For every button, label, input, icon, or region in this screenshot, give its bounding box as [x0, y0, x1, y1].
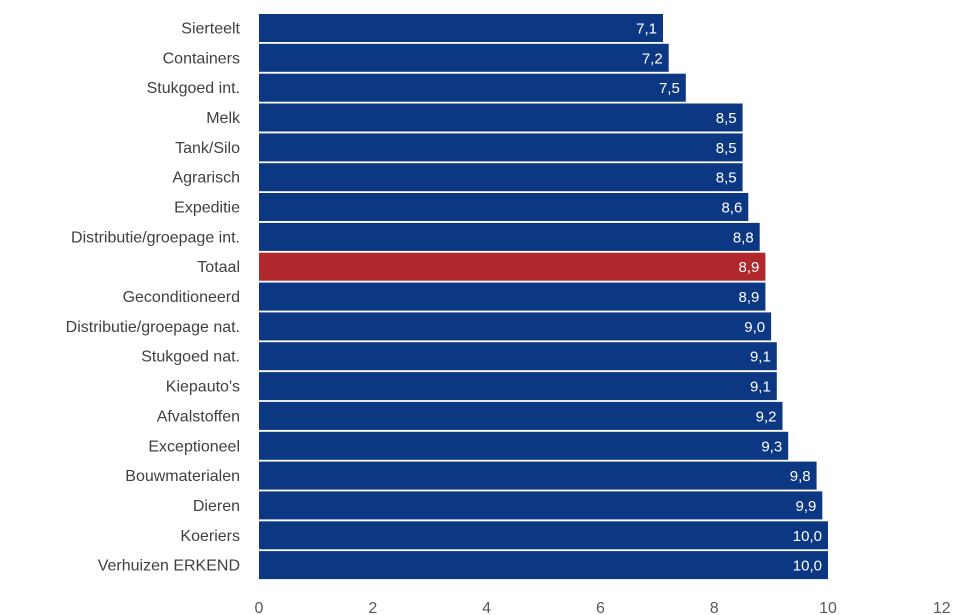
value-label-6: 8,6: [721, 200, 742, 217]
category-label-17: Koeriers: [180, 528, 240, 545]
value-label-9: 8,9: [739, 289, 760, 306]
x-tick-label-6: 12: [933, 600, 951, 615]
bar-10: [259, 312, 772, 341]
x-tick-label-3: 6: [596, 600, 605, 615]
value-label-1: 7,2: [642, 50, 663, 67]
category-label-2: Stukgoed int.: [147, 80, 240, 97]
value-label-18: 10,0: [793, 558, 822, 575]
bar-8: [259, 252, 766, 281]
bar-1: [259, 43, 669, 72]
category-label-18: Verhuizen ERKEND: [98, 558, 240, 575]
bar-18: [259, 551, 828, 580]
bar-12: [259, 372, 777, 401]
x-tick-label-5: 10: [819, 600, 837, 615]
category-label-3: Melk: [206, 110, 241, 127]
bar-4: [259, 133, 743, 162]
bar-0: [259, 14, 663, 42]
category-label-0: Sierteelt: [181, 21, 240, 38]
bar-5: [259, 163, 743, 192]
bar-15: [259, 461, 817, 490]
category-label-5: Agrarisch: [172, 170, 240, 187]
value-label-15: 9,8: [790, 468, 811, 485]
category-label-12: Kiepauto's: [166, 379, 240, 396]
value-label-16: 9,9: [795, 498, 816, 515]
value-label-3: 8,5: [716, 110, 737, 127]
category-label-6: Expeditie: [174, 200, 240, 217]
bar-14: [259, 431, 789, 460]
value-labels-group: 7,1 7,2 7,5 8,5 8,5 8,5 8,6 8,8 8,9 8,9 9,0 9,1 9,1 9…: [636, 21, 822, 575]
bar-2: [259, 73, 686, 102]
value-label-12: 9,1: [750, 379, 771, 396]
value-label-10: 9,0: [744, 319, 765, 336]
category-label-14: Exceptioneel: [148, 438, 240, 455]
value-label-11: 9,1: [750, 349, 771, 366]
value-label-0: 7,1: [636, 21, 657, 38]
category-labels-group: Sierteelt Containers Stukgoed int. Melk Tank…: [66, 21, 241, 575]
category-label-13: Afvalstoffen: [157, 408, 240, 425]
value-label-2: 7,5: [659, 80, 680, 97]
value-label-4: 8,5: [716, 140, 737, 157]
value-label-8: 8,9: [739, 259, 760, 276]
x-tick-label-2: 4: [482, 600, 491, 615]
value-label-5: 8,5: [716, 170, 737, 187]
bar-13: [259, 401, 783, 430]
value-label-7: 8,8: [733, 229, 754, 246]
bar-7: [259, 222, 760, 251]
bar-9: [259, 282, 766, 311]
category-label-10: Distributie/groepage nat.: [66, 319, 240, 336]
bars-group: [259, 14, 828, 580]
category-label-9: Geconditioneerd: [123, 289, 240, 306]
bar-3: [259, 103, 743, 132]
bar-16: [259, 491, 823, 520]
category-label-1: Containers: [163, 50, 240, 67]
x-axis-ticks-group: 0 2 4 6 8 10 12: [255, 600, 951, 615]
x-tick-label-0: 0: [255, 600, 264, 615]
category-label-4: Tank/Silo: [175, 140, 240, 157]
x-tick-label-4: 8: [710, 600, 719, 615]
category-label-7: Distributie/groepage int.: [71, 229, 240, 246]
bar-11: [259, 342, 777, 371]
value-label-14: 9,3: [761, 438, 782, 455]
bar-17: [259, 521, 828, 550]
category-label-15: Bouwmaterialen: [125, 468, 240, 485]
value-label-17: 10,0: [793, 528, 822, 545]
value-label-13: 9,2: [756, 408, 777, 425]
category-label-16: Dieren: [193, 498, 240, 515]
category-label-11: Stukgoed nat.: [141, 349, 240, 366]
category-label-8: Totaal: [197, 259, 240, 276]
x-tick-label-1: 2: [368, 600, 377, 615]
bar-6: [259, 193, 749, 221]
